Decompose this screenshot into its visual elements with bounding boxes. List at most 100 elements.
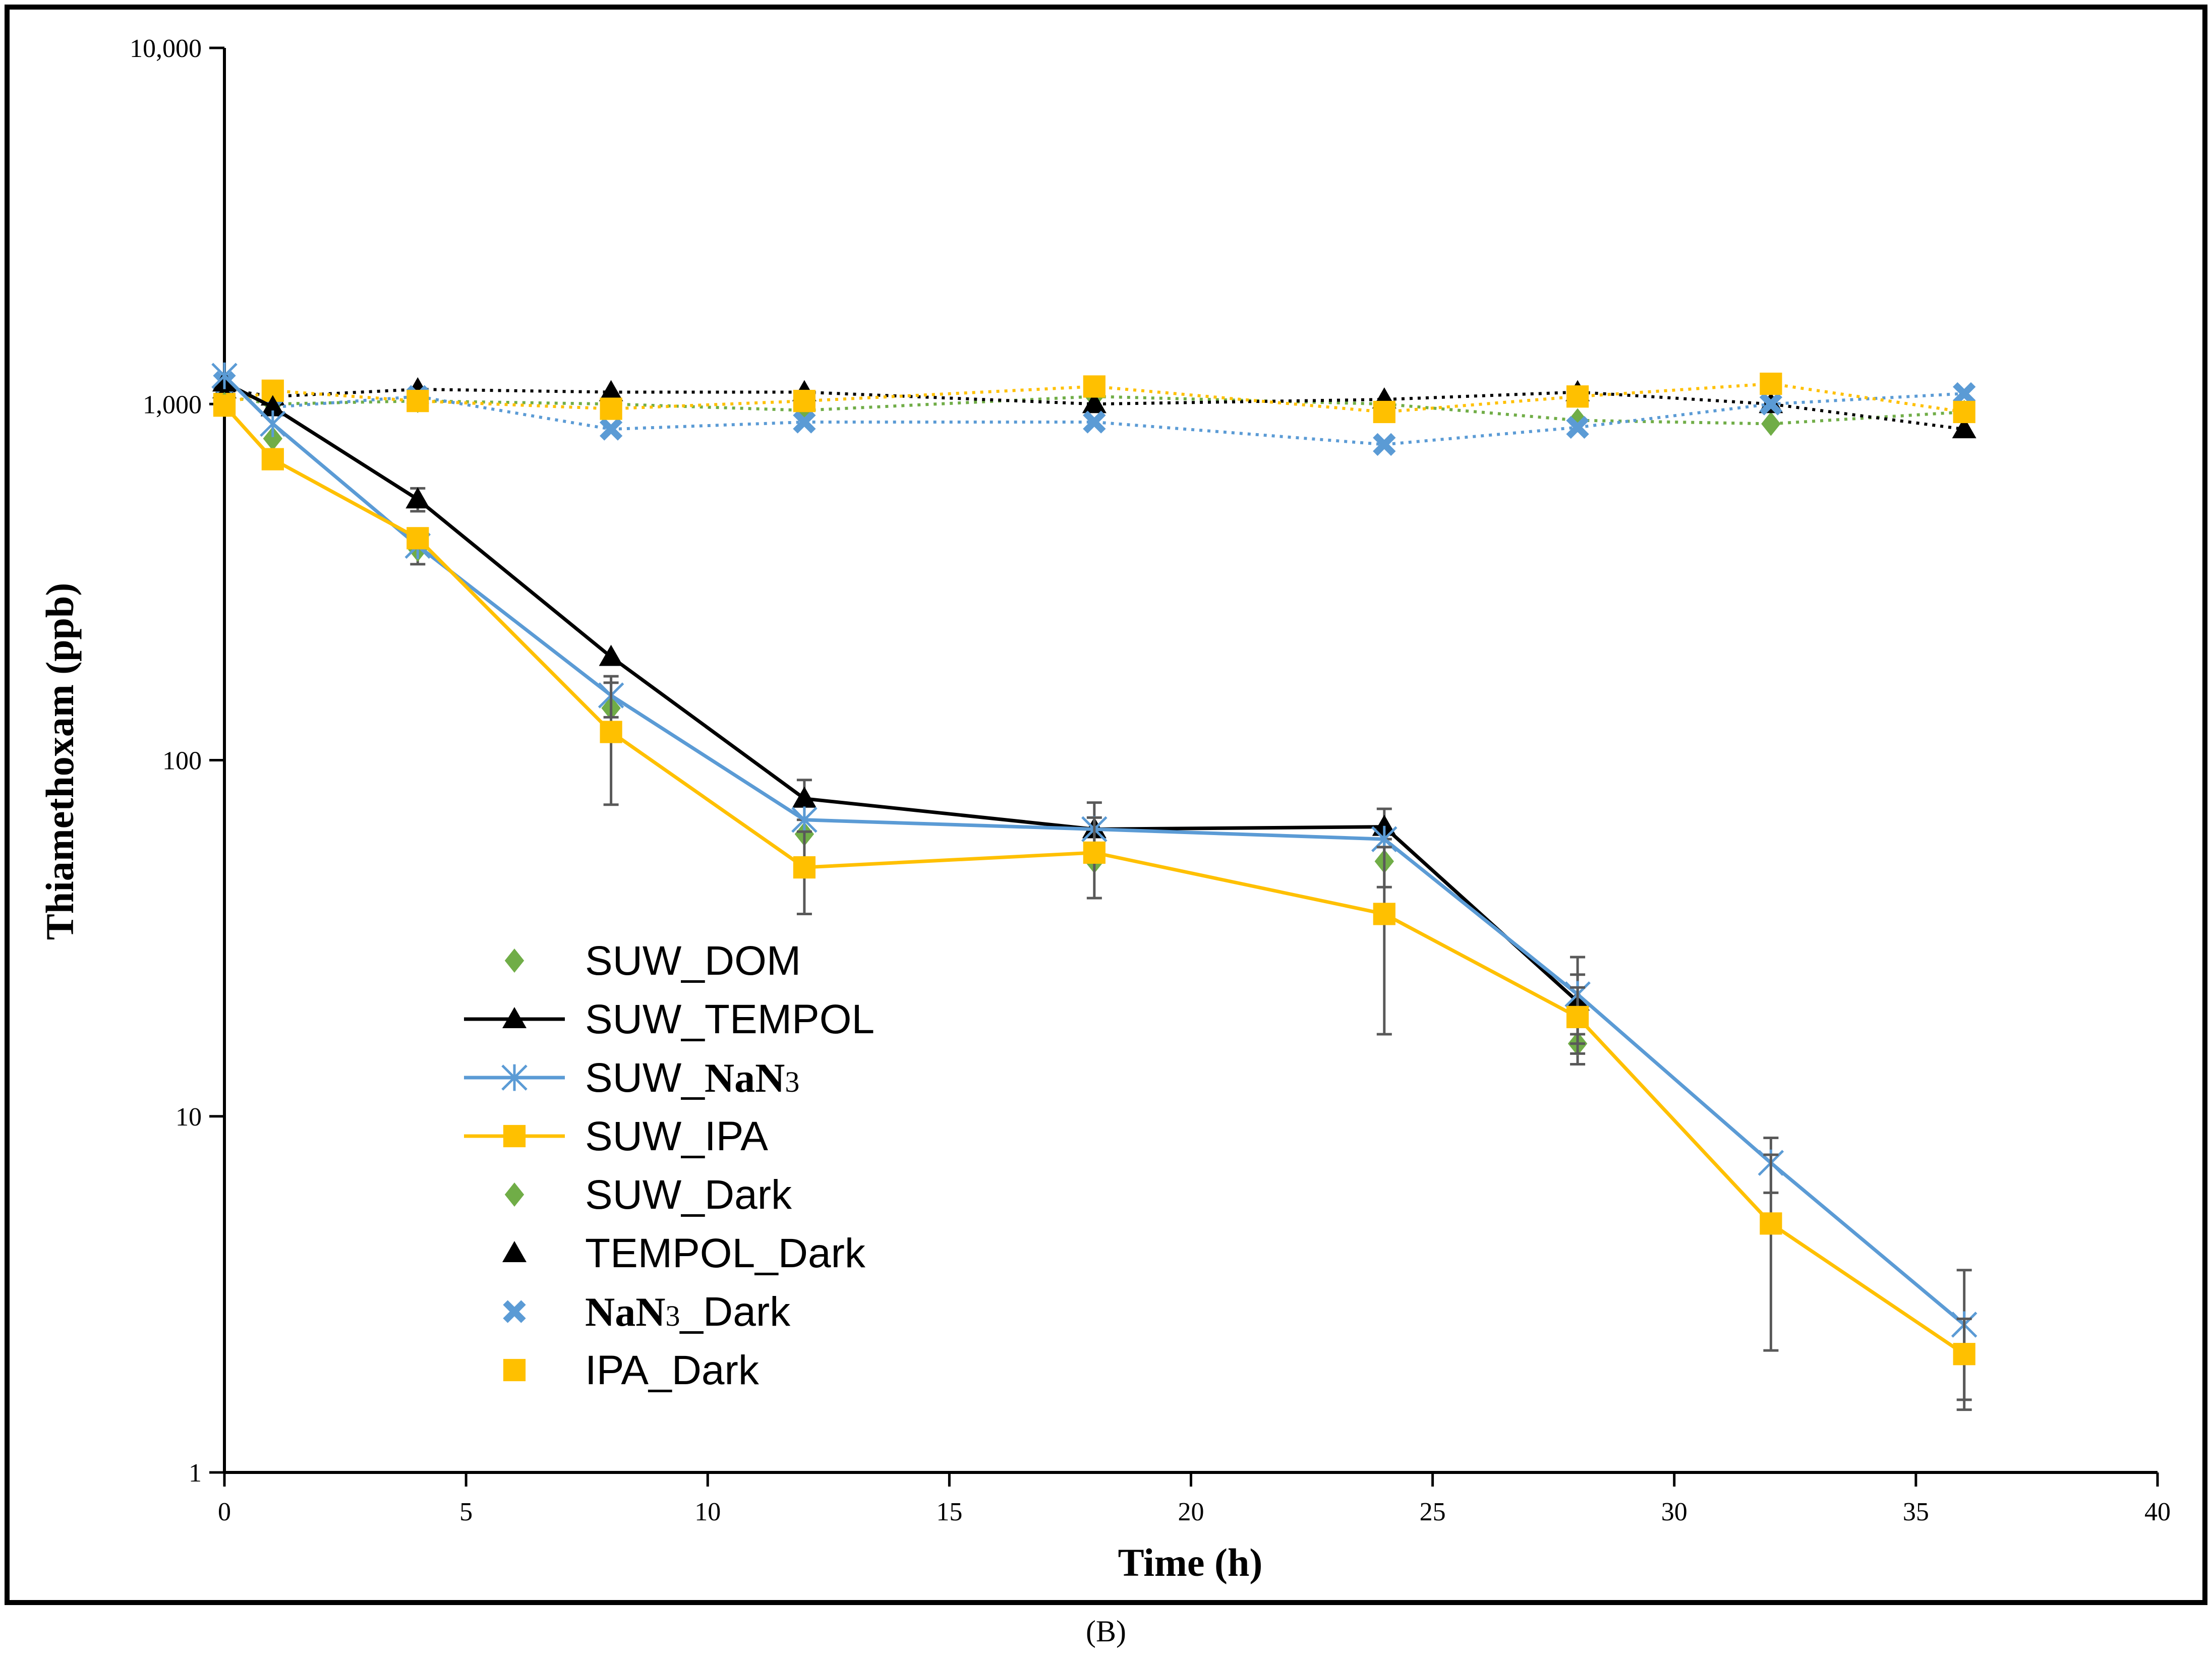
- series-line-suw-nan3: [223, 374, 1965, 1326]
- y-axis-title: Thiamethoxam (ppb): [38, 583, 82, 940]
- data-point-suw-ipa: [406, 527, 429, 550]
- x-tick-label: 5: [459, 1498, 473, 1526]
- data-point-suw-nan3: [791, 806, 818, 834]
- data-point-suw-dark: [1761, 411, 1781, 436]
- data-point-ipa-dark: [600, 397, 622, 420]
- data-point-suw-ipa: [793, 856, 816, 879]
- legend-item-suw-dom: SUW_DOM: [504, 938, 801, 984]
- data-point-nan3-dark-stroke: [599, 418, 623, 441]
- series-suw-ipa: [213, 394, 1975, 1401]
- x-tick-label: 30: [1661, 1498, 1687, 1526]
- data-point-tempol-dark: [599, 380, 623, 401]
- legend-item-suw-tempol: SUW_TEMPOL: [464, 996, 875, 1042]
- data-point-suw-tempol: [599, 644, 623, 666]
- data-point-suw-ipa: [1566, 1005, 1589, 1028]
- legend-item-suw-ipa: SUW_IPA: [464, 1113, 768, 1159]
- legend-label: SUW_NaN3: [585, 1055, 799, 1101]
- data-point-suw-ipa: [1953, 1343, 1975, 1366]
- error-bar: [1376, 846, 1392, 1036]
- x-tick-label: 20: [1178, 1498, 1204, 1526]
- x-tick-label: 0: [218, 1498, 231, 1526]
- data-point-suw-tempol: [260, 395, 285, 417]
- data-point-nan3-dark-stroke: [1759, 392, 1783, 416]
- data-point-suw-ipa: [261, 448, 284, 470]
- legend-marker: [501, 1064, 528, 1091]
- axes: 1 10 100 1,000 10,000 0 5 10 15 20 25 30 35 40: [130, 34, 2171, 1526]
- data-point-nan3-dark-stroke: [1953, 382, 1976, 405]
- data-point-nan3-dark: [1083, 410, 1106, 434]
- data-point-ipa-dark: [1953, 400, 1975, 424]
- legend-label: SUW_Dark: [585, 1172, 792, 1218]
- data-point-ipa-dark: [793, 390, 816, 412]
- data-point-suw-tempol: [405, 487, 430, 509]
- x-tick-label: 10: [694, 1498, 721, 1526]
- y-tick-label: 1: [189, 1459, 202, 1488]
- x-tick-label: 15: [936, 1498, 962, 1526]
- data-point-suw-ipa: [1083, 841, 1105, 864]
- legend-item-nan3-dark: NaN3_Dark: [503, 1289, 791, 1335]
- data-point-ipa-dark: [1760, 372, 1782, 395]
- x-tick-label: 40: [2144, 1498, 2171, 1526]
- legend-marker: [504, 1182, 525, 1207]
- series-line-suw-tempol: [223, 381, 1579, 1003]
- series-layer: [211, 362, 1977, 1411]
- data-point-suw-tempol: [792, 786, 817, 808]
- data-point-tempol-dark: [1952, 417, 1976, 439]
- legend-label: IPA_Dark: [585, 1347, 760, 1393]
- data-point-nan3-dark-stroke: [1566, 416, 1589, 439]
- data-point-suw-ipa: [1760, 1212, 1782, 1235]
- legend-item-tempol-dark: TEMPOL_Dark: [502, 1230, 866, 1276]
- legend-item-suw-nan3: SUW_NaN3: [464, 1055, 799, 1101]
- legend-item-suw-dark: SUW_Dark: [504, 1172, 792, 1218]
- series-line-tempol-dark: [224, 388, 1965, 431]
- data-point-suw-ipa: [600, 721, 622, 743]
- x-tick-label: 25: [1420, 1498, 1446, 1526]
- legend-label: SUW_DOM: [585, 938, 801, 984]
- data-point-ipa-dark: [1373, 400, 1395, 424]
- legend: SUW_DOM SUW_TEMPOL SUW_NaN3 SUW_IPA SUW_Dark…: [464, 938, 875, 1393]
- legend-item-ipa-dark: IPA_Dark: [503, 1347, 760, 1393]
- data-point-suw-dom: [263, 426, 283, 451]
- data-point-nan3-dark-stroke: [1083, 410, 1106, 434]
- series-line-nan3-dark: [223, 381, 1964, 446]
- y-tick-label: 1,000: [143, 390, 202, 419]
- series-line-suw-dark: [224, 395, 1964, 426]
- legend-marker: [503, 1125, 526, 1148]
- legend-marker: [503, 1358, 526, 1382]
- data-point-nan3-dark: [1759, 392, 1783, 416]
- data-point-nan3-dark: [793, 410, 816, 434]
- error-bar: [603, 681, 619, 806]
- error-bar: [1763, 1153, 1779, 1352]
- figure-frame: [5, 5, 2207, 1605]
- y-tick-label: 100: [162, 747, 202, 776]
- y-tick-label: 10: [176, 1103, 202, 1132]
- legend-marker: [504, 949, 525, 973]
- x-axis-title: Time (h): [1118, 1541, 1263, 1584]
- data-point-suw-ipa: [1373, 903, 1395, 925]
- legend-marker: [502, 1241, 527, 1262]
- data-point-ipa-dark: [406, 390, 429, 412]
- legend-marker: [502, 1007, 527, 1028]
- data-point-ipa-dark: [1083, 375, 1105, 398]
- data-point-nan3-dark: [1373, 433, 1396, 456]
- legend-label: NaN3_Dark: [585, 1289, 791, 1335]
- y-tick-label: 10,000: [130, 34, 202, 63]
- legend-marker-stroke: [503, 1300, 526, 1323]
- data-point-nan3-dark: [599, 418, 623, 441]
- data-point-nan3-dark: [1566, 416, 1589, 439]
- legend-label: SUW_IPA: [585, 1113, 768, 1159]
- legend-label: SUW_TEMPOL: [585, 996, 875, 1042]
- data-point-ipa-dark: [1566, 385, 1589, 408]
- panel-label: (B): [1086, 1615, 1126, 1648]
- x-tick-label: 35: [1903, 1498, 1929, 1526]
- data-point-suw-nan3: [260, 410, 286, 437]
- legend-marker: [503, 1300, 526, 1323]
- data-point-nan3-dark: [1953, 382, 1976, 405]
- data-point-suw-ipa: [213, 394, 236, 417]
- legend-label: TEMPOL_Dark: [585, 1230, 866, 1276]
- series-line-suw-ipa: [223, 404, 1965, 1356]
- data-point-nan3-dark-stroke: [1373, 433, 1396, 456]
- series-line-ipa-dark: [224, 382, 1965, 413]
- data-point-nan3-dark-stroke: [793, 410, 816, 434]
